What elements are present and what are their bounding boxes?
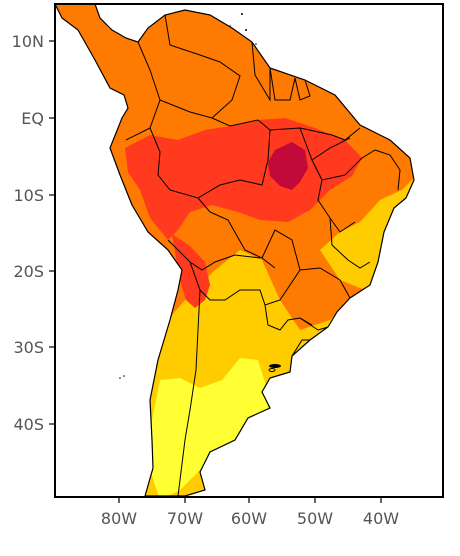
region-dark-red-hotspot [268, 142, 308, 190]
region-light-yellow-patagonia [150, 358, 268, 496]
lon-label-70w: 70W [167, 509, 203, 528]
lon-axis: 80W 70W 60W 50W 40W [101, 497, 399, 528]
region-red-andes [172, 234, 210, 308]
lat-axis: 10N EQ 10S 20S 30S 40S [12, 32, 55, 434]
coastline [54, 3, 415, 497]
lat-label-40s: 40S [13, 415, 44, 434]
lat-label-10n: 10N [12, 32, 44, 51]
country-borders [125, 14, 401, 497]
lat-label-30s: 30S [13, 338, 44, 357]
lon-label-60w: 60W [231, 509, 267, 528]
lat-label-eq: EQ [21, 109, 44, 128]
lon-label-40w: 40W [363, 509, 399, 528]
lat-label-10s: 10S [13, 186, 44, 205]
lat-label-20s: 20S [13, 262, 44, 281]
lon-label-50w: 50W [297, 509, 333, 528]
lon-label-80w: 80W [101, 509, 137, 528]
islands [119, 13, 281, 379]
region-red-central [125, 118, 362, 240]
